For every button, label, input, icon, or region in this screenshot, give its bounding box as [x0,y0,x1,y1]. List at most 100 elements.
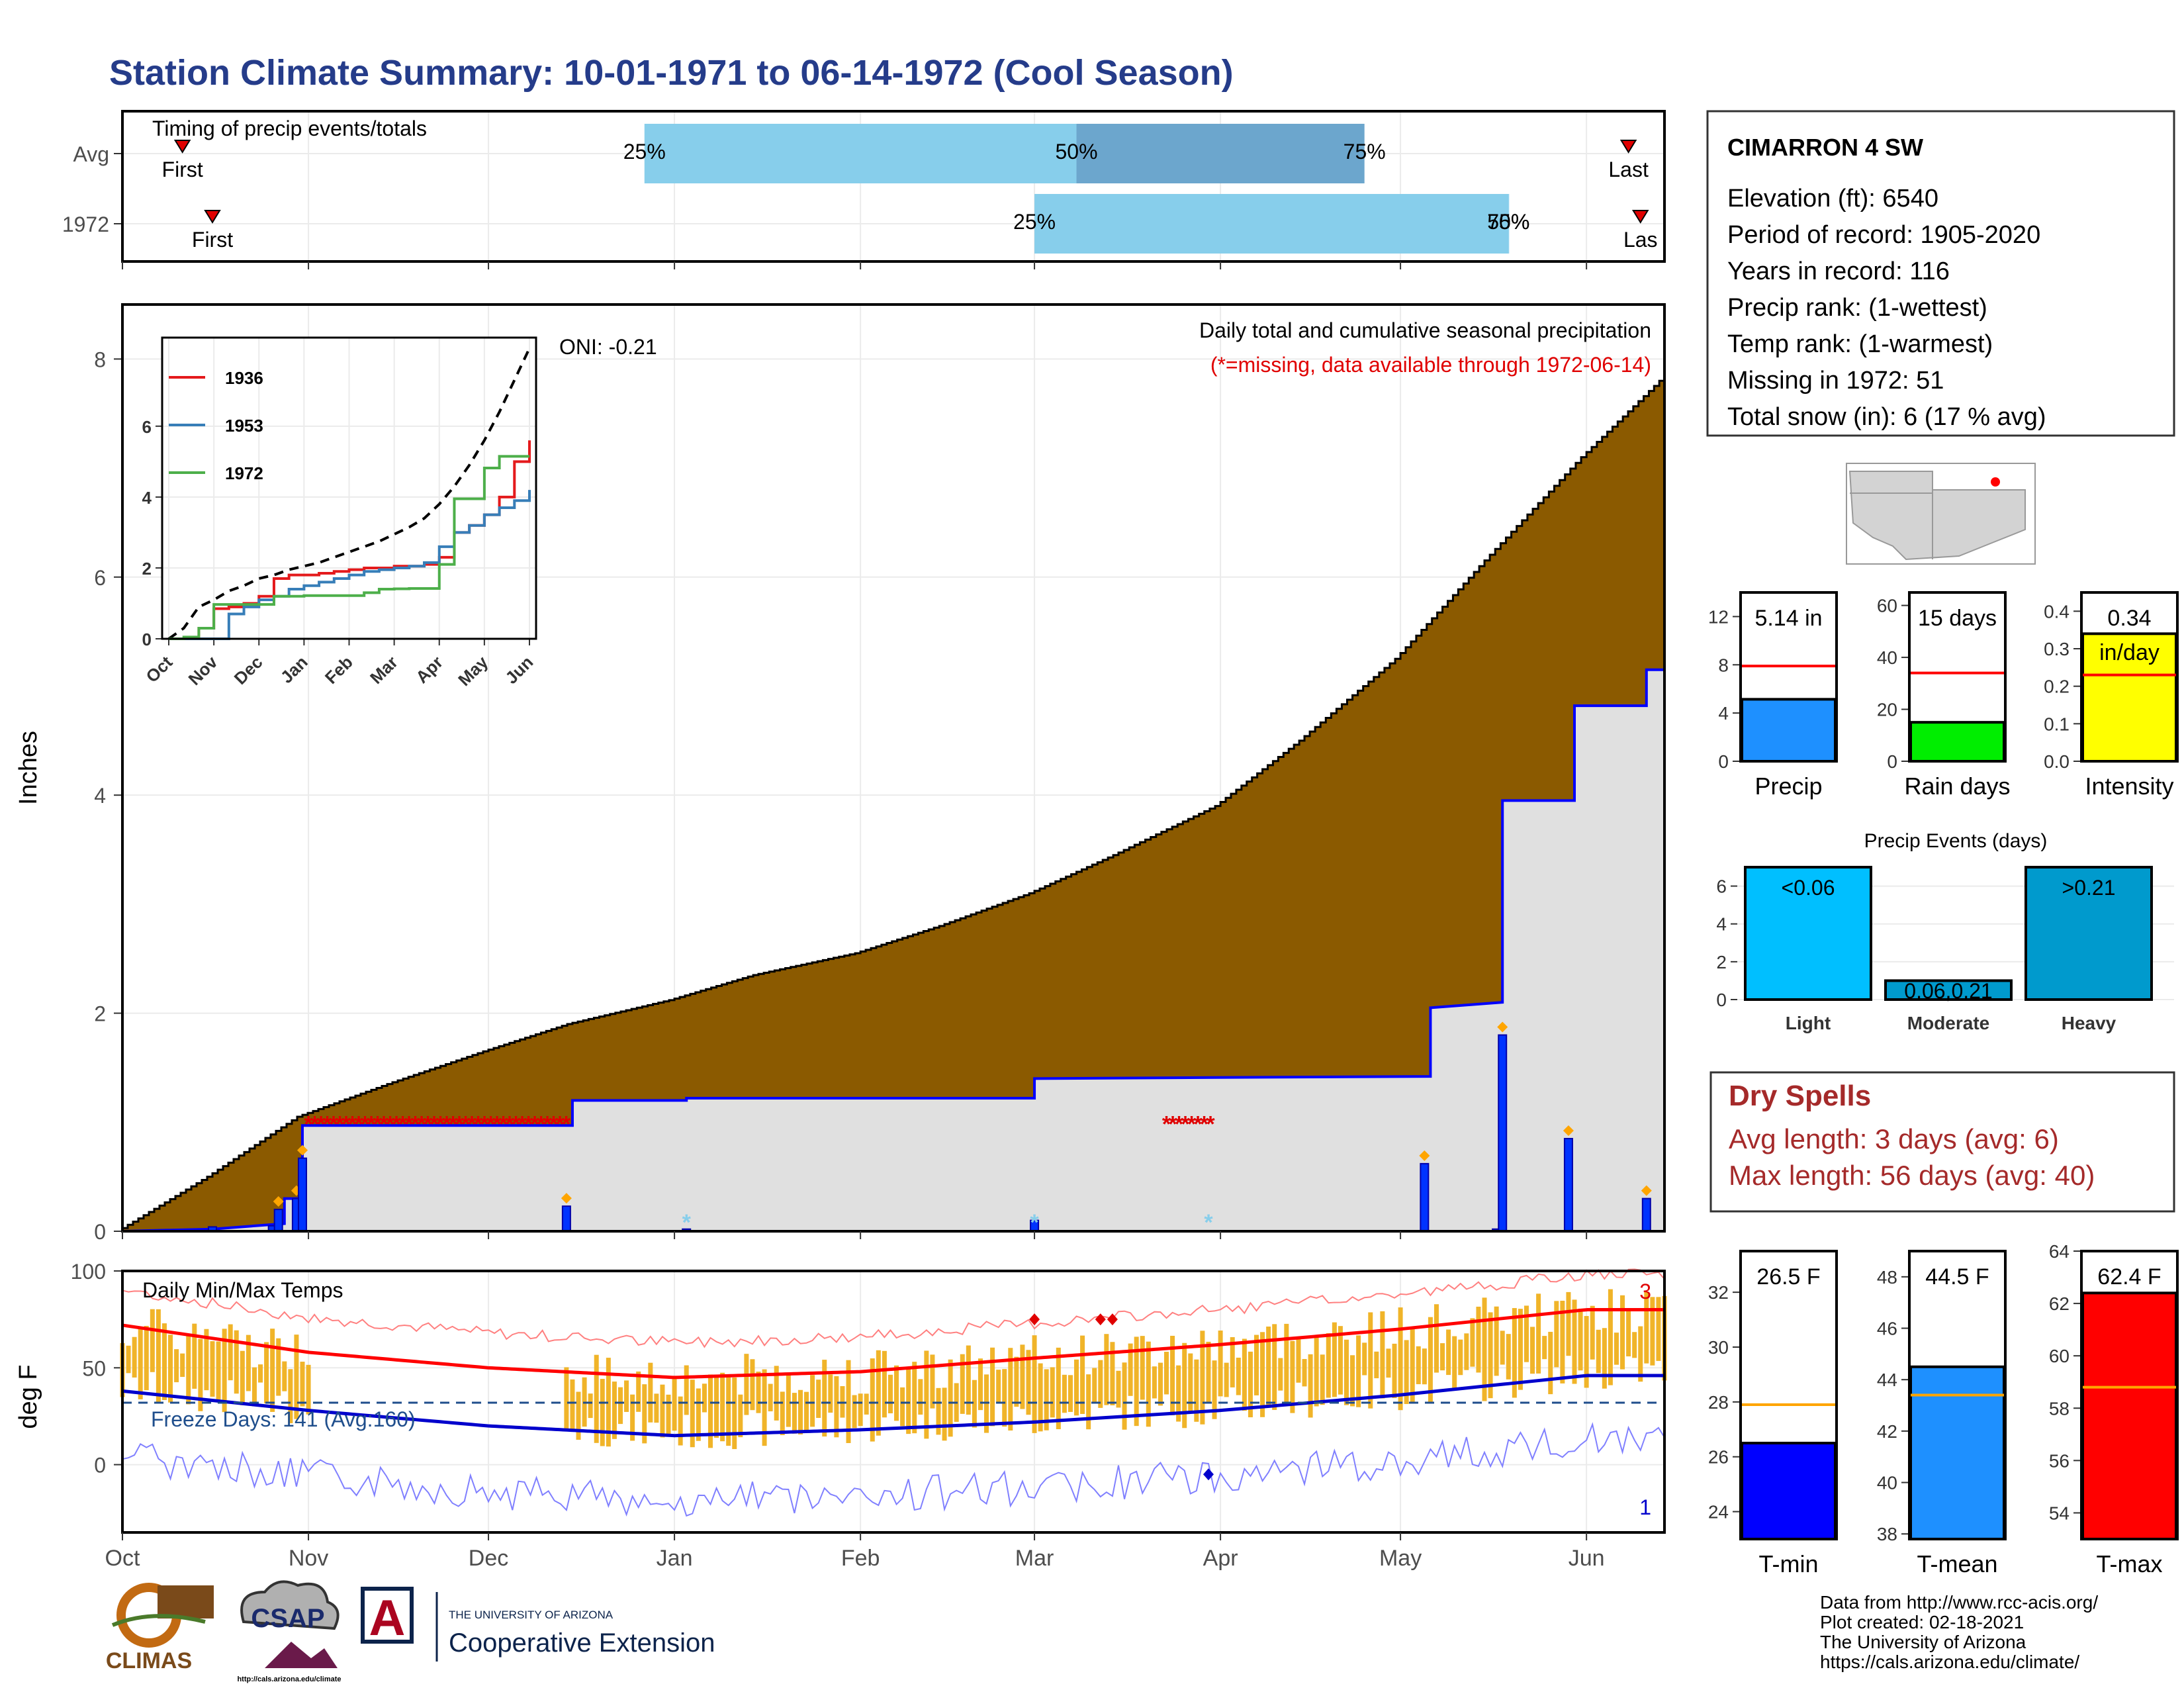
daily-temp-bar [1194,1359,1199,1422]
precip-y-tick-label: 8 [94,348,106,371]
daily-temp-bar [1290,1340,1295,1413]
temp-y-tick-label: 50 [82,1356,106,1380]
daily-temp-bar [1080,1335,1085,1415]
missing-marker: * [499,1111,508,1137]
daily-temp-bar [1608,1289,1613,1385]
daily-temp-bar [1284,1323,1289,1404]
daily-temp-bar [822,1360,827,1437]
daily-temp-bar [1296,1339,1301,1383]
daily-temp-bar [1380,1311,1385,1399]
daily-temp-bar [1422,1348,1427,1385]
daily-precip-bar [561,1205,571,1233]
daily-temp-bar [1278,1358,1283,1391]
missing-marker: * [310,1111,320,1137]
daily-temp-bar [1062,1374,1067,1413]
summary-y-tick-label: 58 [2049,1398,2070,1419]
precip-event-bar-label: 0.06,0.21 [1904,979,1992,1003]
timing-label-50: 50% [1487,210,1529,234]
daily-temp-bar [234,1330,239,1394]
daily-temp-bar [804,1391,809,1431]
summary-y-tick-label: 0.2 [2044,677,2070,697]
daily-temp-bar [792,1393,797,1434]
missing-marker: * [1206,1111,1215,1137]
daily-temp-bar [1632,1332,1637,1358]
dry-spells-avg: Avg length: 3 days (avg: 6) [1729,1123,2059,1154]
first-event-marker [173,140,191,154]
daily-precip-bar [1563,1138,1573,1232]
temp-x-tick-label: Jan [657,1546,693,1571]
daily-precip-marker [1419,1150,1430,1161]
missing-marker: * [1168,1111,1177,1137]
precip-event-bar-label: >0.21 [2062,876,2116,900]
missing-marker: * [424,1111,433,1137]
snow-marker: * [1204,1210,1213,1235]
daily-temp-bar [1524,1305,1529,1362]
daily-temp-bar [282,1361,287,1391]
daily-temp-bar [1530,1327,1535,1374]
daily-temp-bar [942,1387,947,1441]
temp-x-tick-label: Nov [289,1546,328,1571]
daily-temp-bar [930,1354,935,1409]
daily-temp-bar [1440,1343,1445,1371]
snow-marker: * [1030,1210,1039,1235]
daily-temp-bar [1398,1307,1403,1411]
summary-y-tick-label: 60 [2049,1346,2070,1366]
daily-temp-bar [1200,1331,1205,1425]
daily-temp-bar [768,1383,773,1412]
footer-credit-line: The University of Arizona [1820,1632,2026,1652]
temp-x-tick-label: May [1379,1546,1422,1571]
timing-panel-frame [121,110,1666,263]
daily-temp-bar [1008,1348,1013,1431]
timing-label-50: 50% [1055,140,1097,164]
daily-temp-bar [1410,1327,1415,1402]
daily-temp-bar [1254,1335,1259,1395]
inset-frame [161,336,537,640]
temp-x-tick-label: Apr [1203,1546,1238,1571]
summary-value-label: 15 days [1918,606,1997,631]
first-event-label: First [192,228,233,252]
daily-temp-bar [1374,1351,1379,1379]
missing-marker: * [1187,1111,1197,1137]
daily-temp-bar [1116,1370,1121,1408]
daily-temp-bar [684,1365,689,1415]
daily-temp-bar [762,1369,767,1446]
precip-panel-subtitle: (*=missing, data available through 1972-… [1210,353,1651,377]
daily-temp-bar [1433,1304,1439,1373]
daily-temp-bar [1032,1335,1037,1433]
ua-extension-text: Cooperative Extension [449,1628,715,1658]
daily-temp-bar [1152,1366,1157,1399]
precip-event-category: Moderate [1907,1013,1989,1033]
daily-temp-bar [1272,1324,1277,1410]
summary-y-tick-label: 0.0 [2044,751,2070,772]
daily-temp-bar [617,1387,623,1425]
daily-temp-bar [1506,1334,1511,1380]
missing-marker: * [474,1111,483,1137]
daily-temp-bar [126,1345,131,1374]
daily-temp-bar [852,1395,857,1429]
daily-precip-bar [297,1157,307,1233]
last-event-label: Last [1608,158,1649,181]
missing-marker: * [480,1111,489,1137]
first-event-label: First [162,158,203,181]
missing-marker: * [455,1111,464,1137]
daily-temp-bar [1020,1344,1025,1409]
missing-marker: * [530,1111,539,1137]
events-y-tick-label: 6 [1716,876,1727,897]
temp-x-tick-label: Mar [1015,1546,1054,1571]
summary-y-tick-label: 54 [2049,1503,2070,1523]
record-high-marker [1029,1313,1040,1326]
daily-temp-bar [1068,1375,1073,1412]
temp-panel-title: Daily Min/Max Temps [142,1278,343,1302]
timing-label-25: 25% [1013,210,1056,234]
temp-x-tick-label: Feb [841,1546,880,1571]
daily-temp-bar [858,1393,863,1427]
daily-temp-bar [1038,1363,1043,1432]
daily-temp-bar [174,1349,179,1383]
precip-panel-frame [121,303,1666,1233]
missing-marker: * [411,1111,420,1137]
daily-temp-bar [1578,1308,1583,1371]
daily-temp-bar [972,1380,977,1428]
summary-category-label: Precip [1754,773,1822,800]
daily-temp-bar [1308,1354,1313,1418]
missing-marker: * [404,1111,414,1137]
